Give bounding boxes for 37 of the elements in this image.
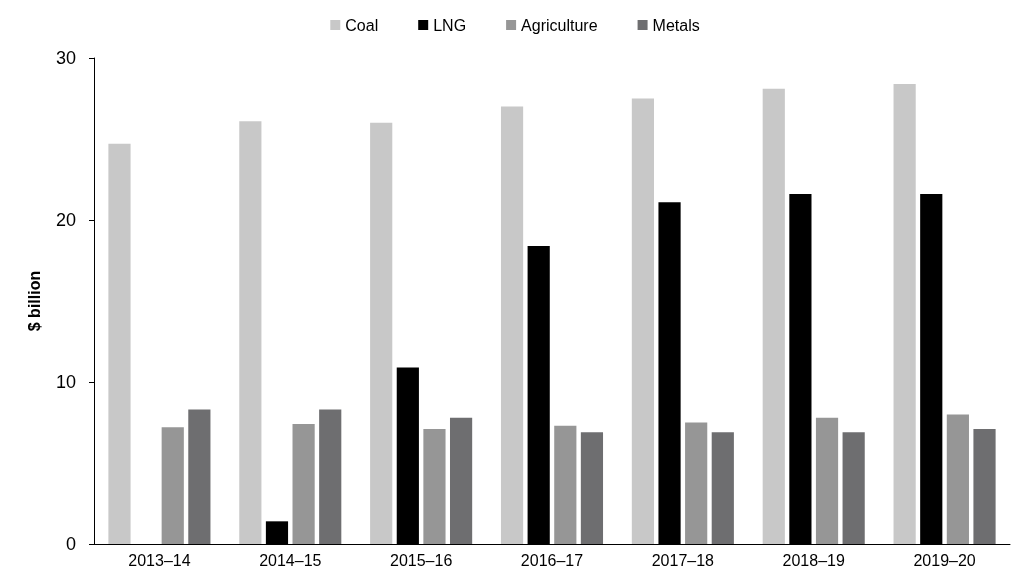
bar: [500, 106, 524, 544]
bar: [239, 121, 262, 544]
legend-label: Metals: [652, 16, 700, 34]
bar: [188, 409, 211, 544]
x-tick-label: 2013–14: [128, 551, 191, 569]
bar: [842, 432, 865, 544]
legend-label: LNG: [433, 16, 467, 34]
y-axis-title: $ billion: [25, 270, 43, 332]
legend-label: Agriculture: [521, 16, 598, 34]
bar: [423, 428, 446, 544]
x-tick-label: 2016–17: [520, 551, 584, 569]
bar: [893, 83, 916, 544]
bar: [108, 143, 131, 544]
x-tick-label: 2017–18: [651, 551, 715, 569]
x-tick-label: 2019–20: [913, 551, 976, 569]
bar: [946, 414, 969, 544]
y-tick-label: 20: [55, 210, 76, 230]
x-tick-label: 2014–15: [259, 551, 322, 569]
y-tick-label: 30: [55, 48, 76, 68]
bar: [319, 409, 342, 544]
bar: [815, 417, 839, 544]
y-tick-label: 0: [65, 534, 76, 554]
bar: [449, 417, 473, 544]
bar: [370, 122, 393, 544]
bar: [554, 425, 577, 544]
bar: [685, 422, 708, 544]
bar: [711, 432, 734, 544]
bar: [161, 427, 184, 544]
bar: [292, 424, 315, 544]
x-tick-label: 2015–16: [389, 551, 453, 569]
x-tick-label: 2018–19: [782, 551, 845, 569]
bar: [580, 432, 604, 544]
bar: [631, 98, 655, 544]
legend-label: Coal: [345, 16, 379, 34]
bar: [762, 88, 785, 544]
bar: [973, 428, 996, 544]
y-tick-label: 10: [55, 372, 76, 392]
